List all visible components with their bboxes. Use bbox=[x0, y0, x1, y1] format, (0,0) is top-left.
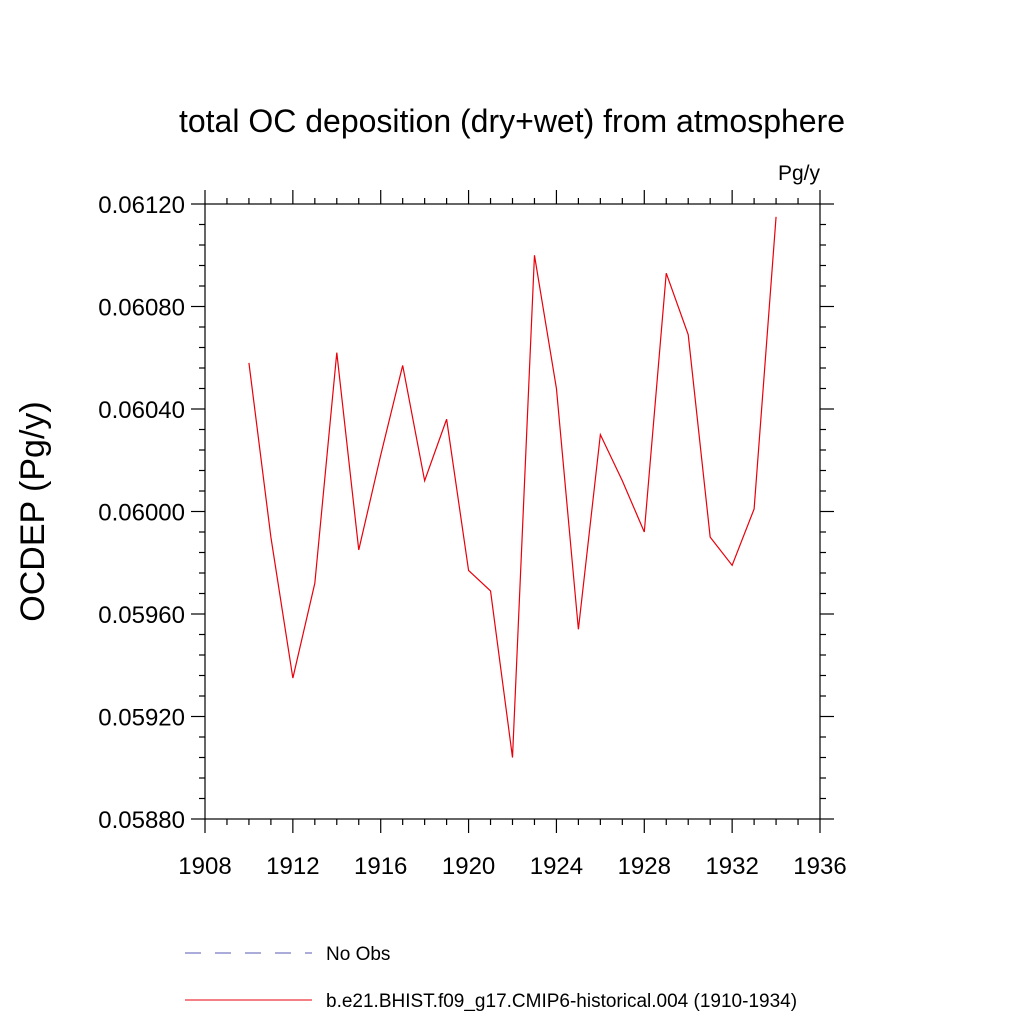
y-tick-label: 0.06080 bbox=[98, 295, 185, 322]
y-axis-label: OCDEP (Pg/y) bbox=[14, 401, 52, 621]
legend-label-historical: b.e21.BHIST.f09_g17.CMIP6-historical.004… bbox=[326, 991, 797, 1012]
x-tick-labels: 1908 1912 1916 1920 1924 1928 1932 1936 bbox=[178, 853, 846, 880]
x-tick-label: 1908 bbox=[178, 853, 231, 880]
x-tick-label: 1920 bbox=[442, 853, 495, 880]
y-tick-label: 0.06000 bbox=[98, 500, 185, 527]
series-group bbox=[248, 216, 777, 758]
y-tick-label: 0.06120 bbox=[98, 192, 185, 219]
x-tick-label: 1916 bbox=[354, 853, 407, 880]
y-tick-label: 0.06040 bbox=[98, 397, 185, 424]
x-tick-label: 1912 bbox=[266, 853, 319, 880]
x-tick-label: 1936 bbox=[793, 853, 846, 880]
x-tick-label: 1924 bbox=[530, 853, 583, 880]
axis-ticks bbox=[191, 190, 834, 833]
y-tick-labels: 0.05880 0.05920 0.05960 0.06000 0.06040 0.060… bbox=[98, 192, 185, 834]
legend-label-no-obs: No Obs bbox=[326, 944, 390, 965]
chart-title: total OC deposition (dry+wet) from atmos… bbox=[179, 103, 845, 139]
legend: No Obs b.e21.BHIST.f09_g17.CMIP6-histori… bbox=[185, 944, 797, 1012]
x-tick-label: 1932 bbox=[705, 853, 758, 880]
x-tick-label: 1928 bbox=[618, 853, 671, 880]
y-tick-label: 0.05920 bbox=[98, 705, 185, 732]
series-line-1 bbox=[248, 216, 777, 758]
y-tick-label: 0.05960 bbox=[98, 602, 185, 629]
plot-frame bbox=[204, 203, 821, 820]
y-tick-label: 0.05880 bbox=[98, 807, 185, 834]
units-label: Pg/y bbox=[778, 162, 821, 185]
